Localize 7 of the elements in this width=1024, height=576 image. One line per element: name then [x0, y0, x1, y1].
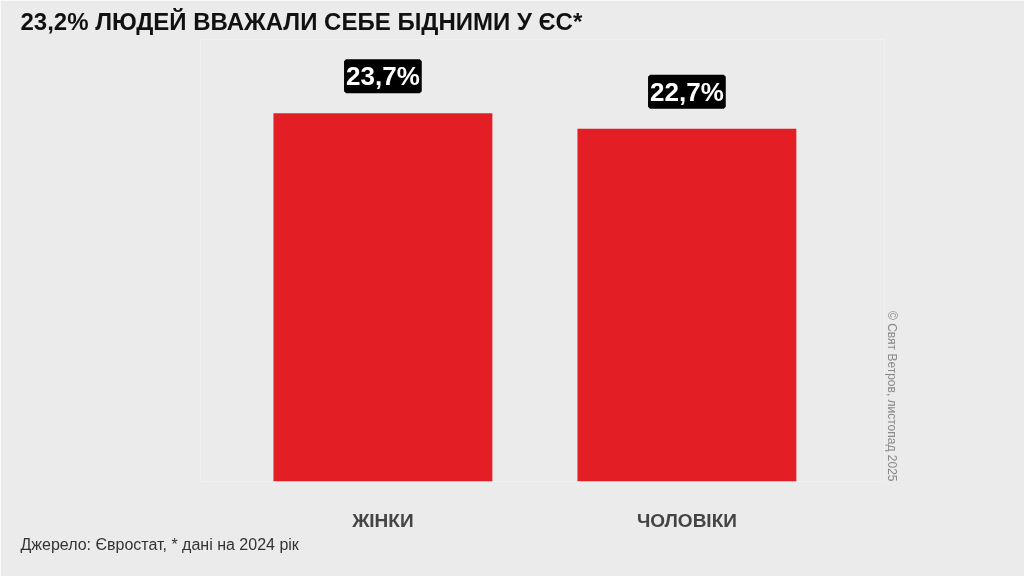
chart-title: 23,2% ЛЮДЕЙ ВВАЖАЛИ СЕБЕ БІДНИМИ У ЄС*	[20, 7, 583, 35]
data-label: 22,7%	[650, 76, 724, 107]
x-tick-label: ЖІНКИ	[351, 509, 414, 531]
text: Джерело: Євростат, * дані на 2024 рік	[20, 535, 300, 553]
data-label: 23,7%	[346, 61, 420, 92]
x-tick-label: ЧОЛОВІКИ	[636, 509, 737, 531]
annotation: © Свят Ветров, листопад 2025	[884, 310, 899, 482]
